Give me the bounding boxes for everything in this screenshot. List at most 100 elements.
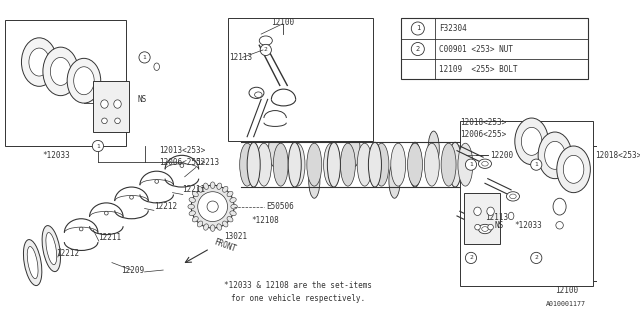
Ellipse shape	[204, 183, 209, 189]
Ellipse shape	[240, 143, 255, 186]
Ellipse shape	[100, 100, 108, 108]
Text: 12212: 12212	[154, 202, 177, 211]
Circle shape	[139, 52, 150, 63]
Ellipse shape	[230, 197, 236, 203]
Ellipse shape	[24, 240, 42, 285]
Ellipse shape	[391, 143, 406, 186]
Ellipse shape	[42, 226, 61, 272]
Ellipse shape	[249, 87, 264, 99]
Text: 1: 1	[416, 26, 420, 31]
Ellipse shape	[227, 217, 233, 222]
Ellipse shape	[563, 155, 584, 183]
Ellipse shape	[191, 185, 234, 228]
Text: 12211: 12211	[182, 185, 205, 194]
Ellipse shape	[357, 143, 372, 186]
Text: 12113: 12113	[485, 213, 508, 222]
Text: 2: 2	[416, 46, 420, 52]
Ellipse shape	[74, 67, 94, 95]
Ellipse shape	[340, 143, 355, 186]
Bar	[520, 146, 614, 281]
Ellipse shape	[51, 57, 71, 85]
Bar	[4, 20, 126, 146]
Ellipse shape	[506, 192, 520, 201]
Ellipse shape	[188, 204, 195, 209]
Circle shape	[412, 43, 424, 56]
Ellipse shape	[29, 48, 49, 76]
Ellipse shape	[487, 207, 494, 215]
Ellipse shape	[114, 100, 121, 108]
Ellipse shape	[308, 163, 320, 198]
Ellipse shape	[192, 191, 198, 197]
Ellipse shape	[475, 224, 480, 230]
Ellipse shape	[189, 211, 195, 216]
Ellipse shape	[288, 142, 301, 187]
Text: 1: 1	[96, 143, 100, 148]
Text: 2: 2	[469, 255, 473, 260]
Text: 2: 2	[534, 255, 538, 260]
Ellipse shape	[197, 186, 203, 192]
Ellipse shape	[102, 118, 108, 124]
Bar	[401, 18, 588, 79]
Ellipse shape	[43, 47, 78, 96]
Ellipse shape	[290, 143, 305, 186]
Bar	[460, 121, 593, 286]
Text: 2: 2	[264, 47, 268, 52]
Ellipse shape	[441, 143, 456, 186]
Ellipse shape	[227, 191, 233, 197]
Text: 12100: 12100	[271, 18, 294, 27]
Text: 12212: 12212	[56, 249, 79, 258]
Text: E50506: E50506	[266, 202, 294, 211]
Ellipse shape	[204, 224, 209, 230]
Ellipse shape	[324, 143, 339, 186]
Text: 13021: 13021	[224, 232, 247, 241]
Text: *12033: *12033	[515, 221, 543, 230]
Ellipse shape	[198, 192, 228, 221]
Circle shape	[531, 252, 542, 264]
Ellipse shape	[257, 143, 271, 186]
Ellipse shape	[247, 142, 260, 187]
Ellipse shape	[211, 225, 215, 231]
Ellipse shape	[553, 198, 566, 215]
Ellipse shape	[408, 142, 422, 187]
Ellipse shape	[230, 211, 236, 216]
Text: 12200: 12200	[490, 151, 513, 160]
Text: 12013<253>: 12013<253>	[159, 146, 205, 155]
Ellipse shape	[545, 141, 565, 169]
Ellipse shape	[104, 211, 108, 215]
Text: 12006<255>: 12006<255>	[159, 158, 205, 167]
Text: NS: NS	[494, 221, 504, 230]
Text: 12018<253>: 12018<253>	[460, 118, 506, 127]
Ellipse shape	[211, 182, 215, 188]
Ellipse shape	[155, 180, 159, 183]
Ellipse shape	[458, 143, 473, 186]
Ellipse shape	[474, 207, 481, 215]
Ellipse shape	[449, 142, 461, 187]
Text: 12018<253>: 12018<253>	[595, 151, 640, 160]
Ellipse shape	[207, 201, 218, 212]
Ellipse shape	[217, 224, 221, 230]
Text: 1: 1	[469, 162, 473, 167]
Ellipse shape	[369, 142, 381, 187]
Ellipse shape	[192, 217, 198, 222]
Ellipse shape	[130, 196, 133, 199]
Ellipse shape	[327, 142, 340, 187]
Ellipse shape	[515, 118, 548, 165]
Text: C00901 <253> NUT: C00901 <253> NUT	[439, 44, 513, 53]
Ellipse shape	[180, 164, 184, 167]
Circle shape	[412, 22, 424, 35]
Text: 1: 1	[143, 55, 147, 60]
Ellipse shape	[255, 92, 262, 98]
Ellipse shape	[556, 221, 563, 229]
Circle shape	[531, 159, 542, 170]
Text: 12209: 12209	[121, 266, 145, 275]
Circle shape	[260, 44, 271, 56]
Ellipse shape	[538, 132, 572, 179]
Text: 12100: 12100	[556, 286, 579, 295]
Text: 1: 1	[534, 162, 538, 167]
Ellipse shape	[223, 221, 228, 227]
Ellipse shape	[79, 227, 83, 231]
Ellipse shape	[479, 224, 492, 234]
Ellipse shape	[269, 131, 280, 166]
Bar	[465, 193, 500, 244]
Text: 12113: 12113	[229, 53, 253, 62]
